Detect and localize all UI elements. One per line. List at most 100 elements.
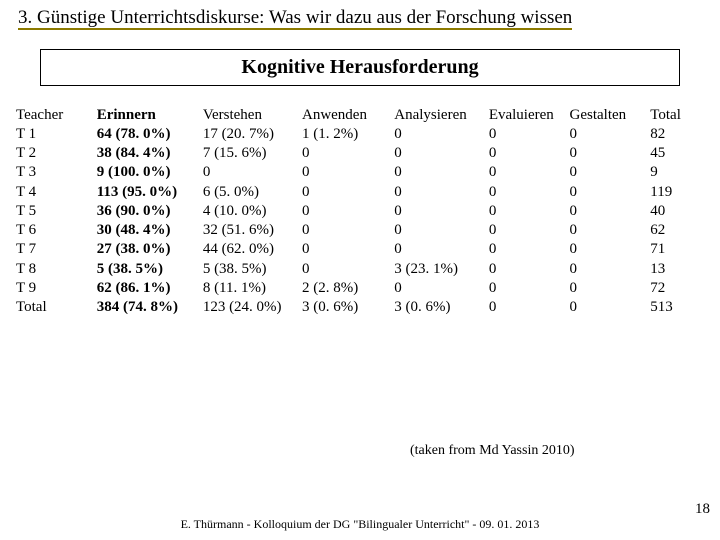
- col-total: Total: [648, 106, 706, 125]
- cell: 0: [487, 183, 568, 202]
- col-verstehen: Verstehen: [201, 106, 300, 125]
- col-teacher: Teacher: [14, 106, 95, 125]
- cell: 0: [487, 144, 568, 163]
- cell: 0: [487, 279, 568, 298]
- cell: 82: [648, 125, 706, 144]
- cell: 8 (11. 1%): [201, 279, 300, 298]
- cell: 62: [648, 221, 706, 240]
- cell: 0: [300, 163, 392, 182]
- cell: 0: [392, 183, 487, 202]
- table-header-row: Teacher Erinnern Verstehen Anwenden Anal…: [14, 106, 706, 125]
- cell: 0: [392, 279, 487, 298]
- cell: 0: [487, 221, 568, 240]
- cell: 0: [568, 298, 649, 317]
- cell: 0: [392, 144, 487, 163]
- cell: 0: [568, 221, 649, 240]
- cell: 72: [648, 279, 706, 298]
- cell: 0: [392, 202, 487, 221]
- cell-teacher: T 9: [14, 279, 95, 298]
- heading-box: Kognitive Herausforderung: [40, 49, 680, 86]
- cell: 0: [568, 183, 649, 202]
- cell: 0: [300, 221, 392, 240]
- cell: 0: [300, 240, 392, 259]
- cell: 2 (2. 8%): [300, 279, 392, 298]
- cell: 119: [648, 183, 706, 202]
- cell: 0: [300, 202, 392, 221]
- cell: 3 (0. 6%): [300, 298, 392, 317]
- cell: 0: [568, 240, 649, 259]
- table-row: T 238 (84. 4%)7 (15. 6%)000045: [14, 144, 706, 163]
- cell: 0: [568, 260, 649, 279]
- cell: 0: [300, 144, 392, 163]
- table-row: T 962 (86. 1%)8 (11. 1%)2 (2. 8%)00072: [14, 279, 706, 298]
- cell: 4 (10. 0%): [201, 202, 300, 221]
- cell: 0: [487, 163, 568, 182]
- cell-teacher: T 6: [14, 221, 95, 240]
- cell: 44 (62. 0%): [201, 240, 300, 259]
- cell: 0: [568, 163, 649, 182]
- cell: 62 (86. 1%): [95, 279, 201, 298]
- source-annotation: (taken from Md Yassin 2010): [410, 443, 575, 459]
- cell: 5 (38. 5%): [201, 260, 300, 279]
- table-row: T 4113 (95. 0%)6 (5. 0%)0000119: [14, 183, 706, 202]
- cell: 0: [201, 163, 300, 182]
- cell: 513: [648, 298, 706, 317]
- cell: 71: [648, 240, 706, 259]
- data-table: Teacher Erinnern Verstehen Anwenden Anal…: [0, 92, 720, 318]
- cell: 0: [392, 221, 487, 240]
- cell-teacher: T 2: [14, 144, 95, 163]
- cell-teacher: T 5: [14, 202, 95, 221]
- cell: 3 (23. 1%): [392, 260, 487, 279]
- col-evaluieren: Evaluieren: [487, 106, 568, 125]
- cell: 40: [648, 202, 706, 221]
- table-row: T 727 (38. 0%)44 (62. 0%)000071: [14, 240, 706, 259]
- cell: 9 (100. 0%): [95, 163, 201, 182]
- cell: 9: [648, 163, 706, 182]
- cell-teacher: Total: [14, 298, 95, 317]
- cell: 123 (24. 0%): [201, 298, 300, 317]
- cell: 27 (38. 0%): [95, 240, 201, 259]
- cell: 38 (84. 4%): [95, 144, 201, 163]
- cell: 384 (74. 8%): [95, 298, 201, 317]
- cell: 6 (5. 0%): [201, 183, 300, 202]
- cell-teacher: T 4: [14, 183, 95, 202]
- footer-text: E. Thürmann - Kolloquium der DG "Bilingu…: [0, 517, 720, 532]
- cell: 0: [392, 125, 487, 144]
- cell-teacher: T 3: [14, 163, 95, 182]
- table-row: T 85 (38. 5%)5 (38. 5%)03 (23. 1%)0013: [14, 260, 706, 279]
- cell: 5 (38. 5%): [95, 260, 201, 279]
- col-anwenden: Anwenden: [300, 106, 392, 125]
- cell: 3 (0. 6%): [392, 298, 487, 317]
- cell: 0: [300, 183, 392, 202]
- cell: 0: [568, 202, 649, 221]
- cell: 13: [648, 260, 706, 279]
- table-row: Total384 (74. 8%)123 (24. 0%)3 (0. 6%)3 …: [14, 298, 706, 317]
- cell: 0: [568, 144, 649, 163]
- cell-teacher: T 8: [14, 260, 95, 279]
- cell: 0: [487, 125, 568, 144]
- cell: 0: [392, 240, 487, 259]
- cell: 0: [487, 202, 568, 221]
- cell: 0: [392, 163, 487, 182]
- cell-teacher: T 7: [14, 240, 95, 259]
- cell: 0: [300, 260, 392, 279]
- col-erinnern: Erinnern: [95, 106, 201, 125]
- cell: 30 (48. 4%): [95, 221, 201, 240]
- cell: 0: [568, 279, 649, 298]
- cell: 0: [487, 298, 568, 317]
- cell: 0: [487, 240, 568, 259]
- section-title: 3. Günstige Unterrichtsdiskurse: Was wir…: [18, 6, 710, 31]
- cell: 0: [487, 260, 568, 279]
- table-row: T 630 (48. 4%)32 (51. 6%)000062: [14, 221, 706, 240]
- slide-number: 18: [695, 501, 710, 518]
- col-analysieren: Analysieren: [392, 106, 487, 125]
- cell: 7 (15. 6%): [201, 144, 300, 163]
- cell-teacher: T 1: [14, 125, 95, 144]
- cell: 36 (90. 0%): [95, 202, 201, 221]
- cell: 17 (20. 7%): [201, 125, 300, 144]
- cell: 32 (51. 6%): [201, 221, 300, 240]
- cell: 64 (78. 0%): [95, 125, 201, 144]
- cell: 1 (1. 2%): [300, 125, 392, 144]
- cell: 0: [568, 125, 649, 144]
- cell: 45: [648, 144, 706, 163]
